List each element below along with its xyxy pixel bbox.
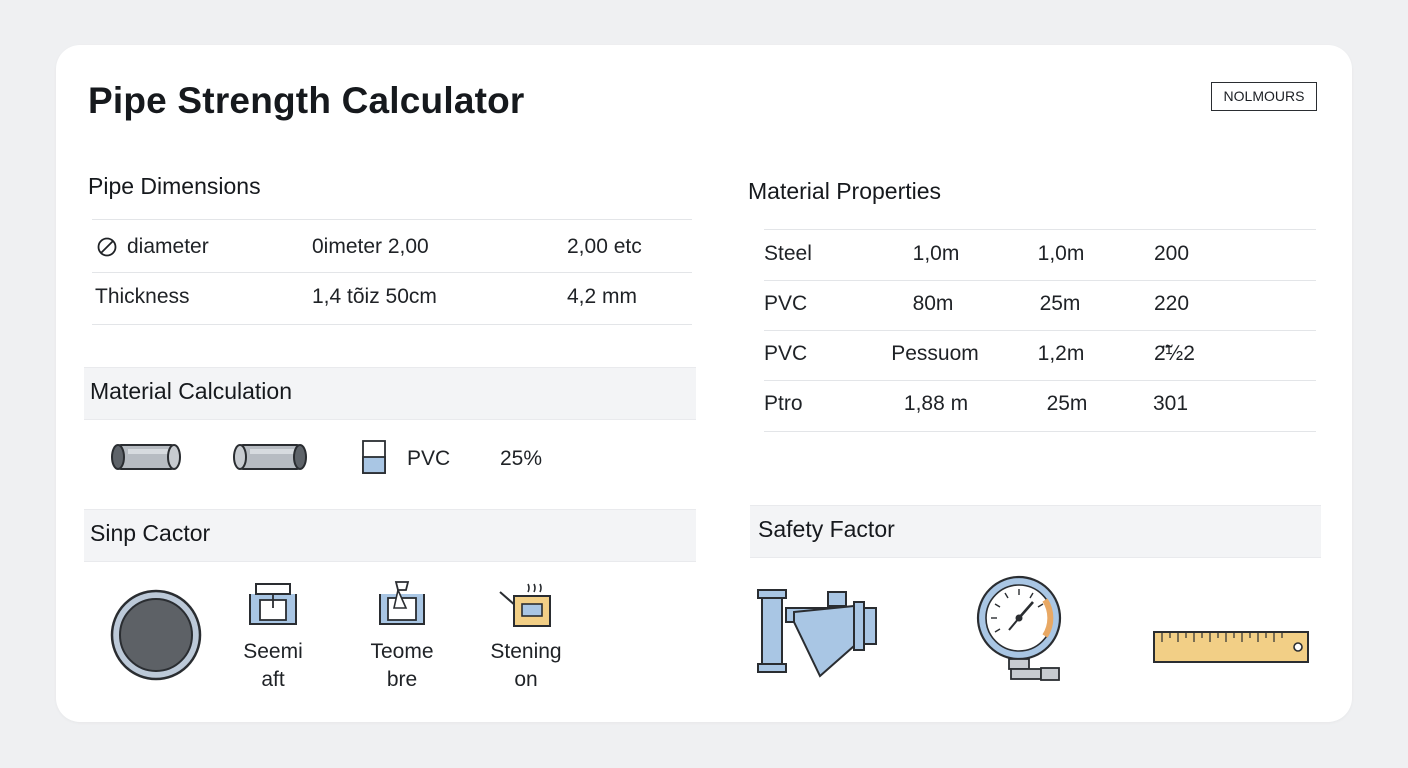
divider — [764, 330, 1316, 331]
divider — [764, 431, 1316, 432]
divider — [764, 229, 1316, 230]
sinp-item-line: bre — [386, 668, 418, 691]
page-title: Pipe Strength Calculator — [88, 80, 525, 121]
material-value-cell: 200 — [1154, 242, 1190, 265]
pipe-dim-label: diameter — [127, 235, 209, 258]
material-calculation-title: Material Calculation — [90, 378, 292, 404]
pipe-dim-value: 1,4 tõiz 50cm — [312, 285, 437, 308]
material-properties-title: Material Properties — [748, 178, 942, 204]
divider — [764, 380, 1316, 381]
safety-factor-header: Safety Factor — [750, 505, 1321, 558]
container-icon — [379, 581, 425, 625]
pipe-icon — [111, 444, 181, 470]
material-value-cell: 301 — [1153, 392, 1189, 415]
pipe-cross-section-icon — [110, 589, 202, 681]
sinp-item-line: Teome — [370, 640, 434, 663]
material-value-cell: 220 — [1154, 292, 1190, 315]
material-percent: 25% — [500, 447, 543, 470]
material-name-cell: Ptro — [764, 392, 803, 415]
material-value-cell: 1,0m — [1037, 242, 1085, 265]
divider — [92, 324, 692, 325]
divider — [764, 280, 1316, 281]
heater-icon — [499, 583, 551, 627]
sinp-item-caption: Stening on — [478, 638, 574, 694]
material-name-cell: PVC — [764, 292, 808, 315]
material-name: PVC — [407, 447, 451, 470]
material-value-cell: 80m — [912, 292, 954, 315]
pressure-gauge-icon — [976, 575, 1062, 681]
pipe-dimensions-title: Pipe Dimensions — [88, 173, 261, 199]
pipe-icon — [233, 444, 307, 470]
divider — [92, 272, 692, 273]
material-value-cell: 25m — [1046, 392, 1088, 415]
material-value-cell: 1,0m — [912, 242, 960, 265]
pipe-dim-value: 4,2 mm — [567, 285, 638, 308]
container-icon — [249, 583, 297, 625]
pipe-dim-label: Thickness — [95, 285, 190, 308]
sinp-item-line: aft — [261, 668, 285, 691]
sinp-cactor-header: Sinp Cactor — [84, 509, 696, 562]
container-icon — [362, 440, 386, 474]
material-calculation-header: Material Calculation — [84, 367, 696, 420]
safety-factor-title: Safety Factor — [758, 516, 895, 542]
diameter-icon — [97, 237, 117, 257]
sinp-item-line: on — [514, 668, 538, 691]
pipe-dim-value: 0imeter 2,00 — [312, 235, 429, 258]
material-value-cell: 2̃̈½2 — [1154, 342, 1195, 365]
valve-icon — [757, 589, 877, 678]
pipe-dim-value: 2,00 etc — [567, 235, 642, 258]
material-value-cell: 1,88 m — [903, 392, 969, 415]
sinp-item-line: Seemi — [243, 640, 303, 663]
ruler-icon — [1153, 631, 1309, 663]
divider — [92, 219, 692, 220]
material-name-cell: Steel — [764, 242, 812, 265]
material-value-cell: Pessuom — [891, 342, 979, 365]
material-name-cell: PVC — [764, 342, 808, 365]
material-value-cell: 1,2m — [1037, 342, 1085, 365]
material-value-cell: 25m — [1039, 292, 1081, 315]
sinp-item-line: Stening — [490, 640, 562, 663]
header-badge-button[interactable]: NOLMOURS — [1211, 82, 1317, 111]
sinp-item-caption: Seemi aft — [228, 638, 318, 694]
sinp-cactor-title: Sinp Cactor — [90, 520, 211, 546]
sinp-item-caption: Teome bre — [357, 638, 447, 694]
